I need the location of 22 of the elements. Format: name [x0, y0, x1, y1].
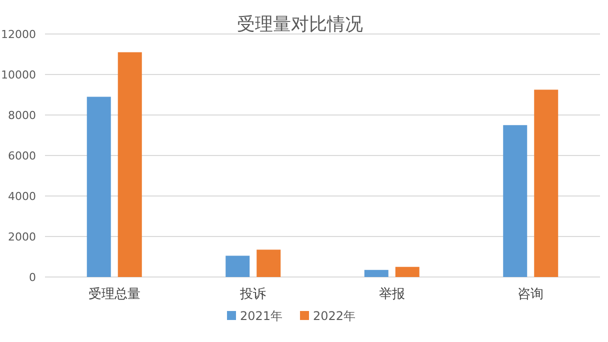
bar [226, 256, 250, 277]
y-tick-label: 0 [29, 271, 36, 284]
x-tick-label: 投诉 [239, 287, 266, 302]
legend-label: 2021年 [240, 309, 283, 323]
chart-title: 受理量对比情况 [237, 14, 363, 35]
bar [86, 96, 111, 277]
x-tick-label: 举报 [378, 287, 405, 302]
y-tick-label: 12000 [1, 28, 36, 41]
bar [503, 125, 528, 277]
bar [256, 250, 281, 277]
bar [118, 52, 142, 277]
x-tick-label: 咨询 [518, 287, 544, 302]
y-tick-label: 6000 [8, 150, 36, 162]
x-tick-label: 受理总量 [88, 287, 140, 302]
y-tick-label: 2000 [8, 230, 36, 244]
bar [534, 90, 558, 277]
y-tick-label: 10000 [1, 68, 36, 82]
y-tick-label: 8000 [8, 109, 36, 122]
bar [395, 266, 420, 277]
y-tick-label: 4000 [8, 190, 36, 203]
bar [364, 270, 388, 277]
legend-label: 2022年 [313, 309, 356, 323]
